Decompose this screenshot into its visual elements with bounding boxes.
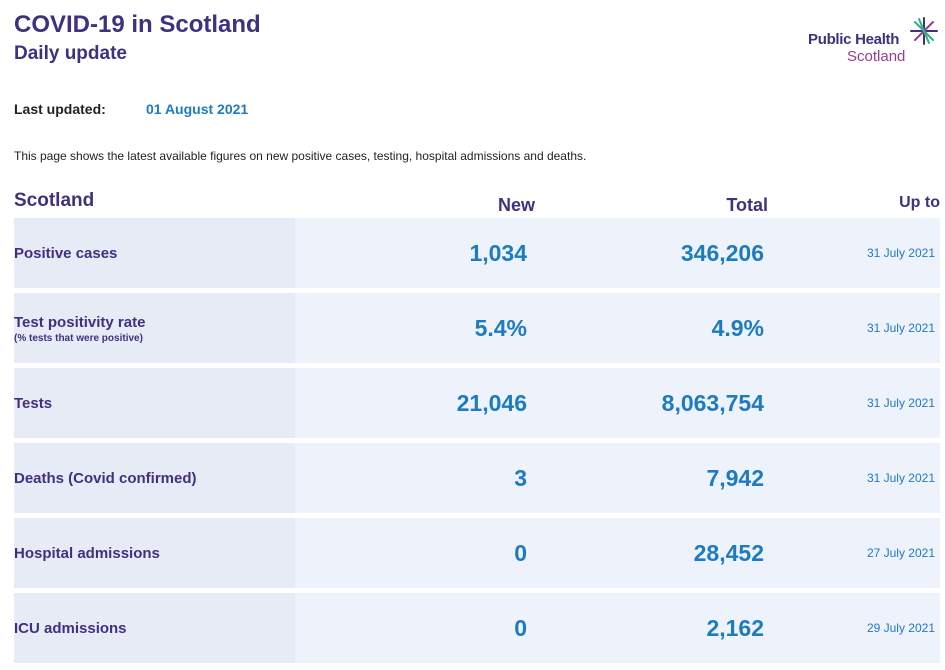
logo-text-line2: Scotland (847, 48, 906, 65)
column-header-region: Scotland (14, 190, 95, 211)
page-title: COVID-19 in Scotland (14, 11, 261, 38)
table-row-deaths: Deaths (Covid confirmed) 3 7,942 31 July… (14, 443, 940, 513)
table-row-positive-cases: Positive cases 1,034 346,206 31 July 202… (14, 218, 940, 288)
row-new-value: 5.4% (474, 315, 527, 341)
row-total-value: 4.9% (711, 315, 764, 341)
star-burst-icon (910, 17, 938, 45)
page-description: This page shows the latest available fig… (14, 149, 587, 163)
row-new-value: 0 (514, 540, 527, 566)
last-updated-date: 01 August 2021 (146, 101, 249, 117)
logo-text-line1: Public Health (808, 31, 900, 48)
row-up-to-date: 29 July 2021 (866, 621, 935, 635)
row-new-value: 3 (514, 465, 527, 491)
row-label: Deaths (Covid confirmed) (14, 470, 197, 487)
table-row-icu-admissions: ICU admissions 0 2,162 29 July 2021 (14, 593, 940, 663)
row-label: Positive cases (14, 245, 118, 262)
row-up-to-date: 31 July 2021 (866, 246, 935, 260)
row-up-to-date: 31 July 2021 (866, 396, 935, 410)
row-label-cell (14, 368, 295, 438)
row-label: Test positivity rate (14, 314, 146, 331)
row-total-value: 2,162 (706, 615, 764, 641)
row-up-to-date: 31 July 2021 (866, 321, 935, 335)
table-row-tests: Tests 21,046 8,063,754 31 July 2021 (14, 368, 940, 438)
row-total-value: 28,452 (693, 540, 764, 566)
row-label-cell (14, 293, 295, 363)
row-label: ICU admissions (14, 620, 127, 637)
row-new-value: 21,046 (456, 390, 527, 416)
column-header-new: New (497, 195, 535, 215)
column-header-total: Total (726, 195, 768, 215)
row-label: Tests (14, 395, 53, 412)
row-sublabel: (% tests that were positive) (14, 333, 143, 344)
row-label: Hospital admissions (14, 545, 160, 562)
page-subtitle: Daily update (14, 43, 127, 64)
row-up-to-date: 31 July 2021 (866, 471, 935, 485)
row-new-value: 0 (514, 615, 527, 641)
row-total-value: 7,942 (706, 465, 764, 491)
row-label-cell (14, 443, 295, 513)
public-health-scotland-logo: Public Health Scotland (805, 16, 940, 66)
table-row-hospital-admissions: Hospital admissions 0 28,452 27 July 202… (14, 518, 940, 588)
row-total-value: 8,063,754 (661, 390, 764, 416)
row-new-value: 1,034 (469, 240, 527, 266)
column-header-up-to: Up to (899, 194, 940, 211)
last-updated-label: Last updated: (14, 101, 106, 117)
table-row-test-positivity-rate: Test positivity rate (% tests that were … (14, 293, 940, 363)
row-up-to-date: 27 July 2021 (866, 546, 935, 560)
row-total-value: 346,206 (680, 240, 764, 266)
row-label-cell (14, 218, 295, 288)
row-label-cell (14, 518, 295, 588)
row-label-cell (14, 593, 295, 663)
